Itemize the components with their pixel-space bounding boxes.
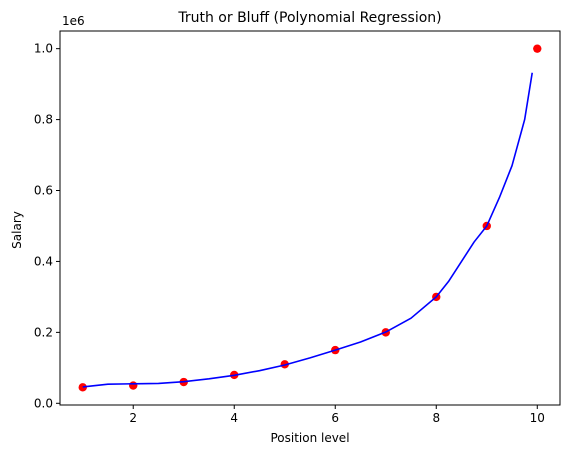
y-tick-label: 0.6 [34, 184, 53, 198]
x-axis-label: Position level [270, 431, 349, 445]
y-axis: 0.0 0.2 0.4 0.6 0.8 1.0 [34, 42, 60, 410]
y-tick-label: 0.8 [34, 113, 53, 127]
y-axis-offset-label: 1e6 [62, 14, 85, 28]
x-tick-label: 4 [230, 411, 238, 425]
plot-frame [59, 30, 561, 406]
x-tick-label: 8 [432, 411, 440, 425]
x-axis: 2 4 6 8 10 [129, 405, 545, 425]
scatter-point [533, 44, 542, 53]
scatter-point [129, 381, 138, 390]
y-tick-label: 0.0 [34, 396, 53, 410]
x-tick-label: 2 [129, 411, 137, 425]
y-tick-label: 0.4 [34, 254, 53, 268]
regression-curve [82, 72, 534, 388]
x-tick-label: 6 [331, 411, 339, 425]
x-tick-label: 10 [530, 411, 545, 425]
y-tick-label: 0.2 [34, 325, 53, 339]
scatter-point [78, 383, 87, 392]
y-tick-label: 1.0 [34, 42, 53, 56]
plot-area [78, 44, 542, 392]
y-axis-label: Salary [10, 211, 24, 249]
chart-title: Truth or Bluff (Polynomial Regression) [177, 10, 441, 26]
